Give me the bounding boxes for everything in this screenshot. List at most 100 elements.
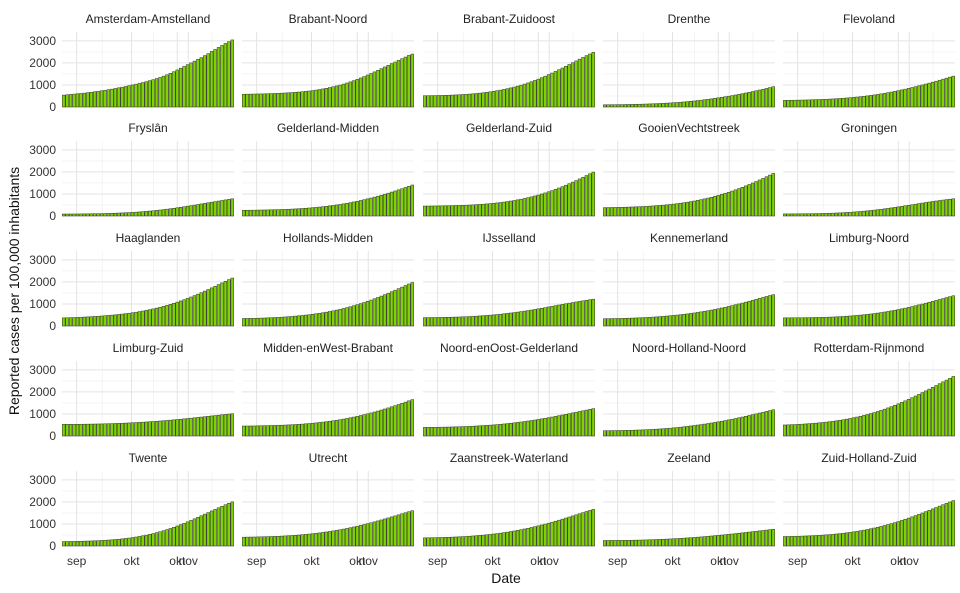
bar [389,291,394,327]
bar [606,540,610,547]
bar [365,523,370,547]
bar [172,419,176,437]
bar [934,507,938,547]
bar [293,424,297,437]
bar [262,425,267,437]
bar [668,538,672,547]
bar [407,185,411,217]
bar [502,423,506,437]
bar [540,418,544,437]
bar [526,82,530,108]
bar [768,295,772,327]
bar [269,209,273,217]
bar [117,314,121,327]
bar [951,376,955,437]
bar [557,187,561,217]
bar [400,403,404,437]
bar [179,67,183,108]
bar [75,423,80,437]
bar [341,418,346,437]
bar [793,213,797,217]
bar [786,424,790,437]
bar [328,531,332,547]
bar [747,300,751,327]
bar [498,424,503,437]
bar [678,101,683,108]
bar [858,96,863,108]
bar [283,316,287,327]
bar [768,174,772,217]
bar [303,314,308,327]
bar [491,203,496,217]
bar [591,52,595,108]
bar [199,515,203,547]
facet-title: IJsselland [482,231,535,245]
bar [851,417,856,437]
bar [588,53,592,108]
bar [450,536,454,547]
bar [165,305,169,327]
bar [834,533,838,547]
bar [570,412,575,437]
bar [386,192,390,217]
bar [396,514,401,547]
bar [889,310,894,327]
bar [403,187,408,217]
bar [393,515,397,547]
bar [764,411,769,437]
bar [637,206,641,217]
bar [148,80,152,108]
bar [509,200,513,217]
bar [158,209,162,217]
bar [464,204,468,217]
bar [220,282,224,327]
bar [754,181,758,217]
bar [750,531,755,547]
bar [553,520,558,547]
bar [206,512,210,547]
bar [262,209,267,217]
bar [754,90,758,108]
bar [862,529,866,547]
bar [79,316,83,327]
bar [433,205,437,217]
bar [709,309,714,327]
bar [206,202,210,217]
bar [130,212,135,217]
bar [658,428,662,437]
bar [141,535,145,547]
bar [310,533,315,547]
bar [771,294,775,327]
bar [941,78,945,108]
bar [706,99,710,108]
bar [317,422,322,437]
bar [334,85,339,108]
bar [130,84,135,108]
bar [290,92,294,108]
bar [634,104,638,108]
bar [723,306,727,327]
bar [786,213,790,217]
facet-title: Flevoland [843,12,895,26]
bar [831,316,835,327]
bar [879,312,883,327]
bar [393,405,397,437]
bar [151,79,155,108]
bar [248,536,253,547]
bar [783,536,787,547]
bar [213,49,217,108]
bar [640,539,645,547]
bar [216,47,221,108]
bar [286,208,291,217]
bar [348,202,353,217]
bar [591,509,595,547]
bar [651,205,655,217]
bar [771,86,775,108]
bar [855,416,859,437]
bar [303,91,308,108]
bar [889,523,894,547]
bar [324,88,328,108]
bar [803,99,808,108]
bar [685,101,689,108]
bar [519,421,523,437]
